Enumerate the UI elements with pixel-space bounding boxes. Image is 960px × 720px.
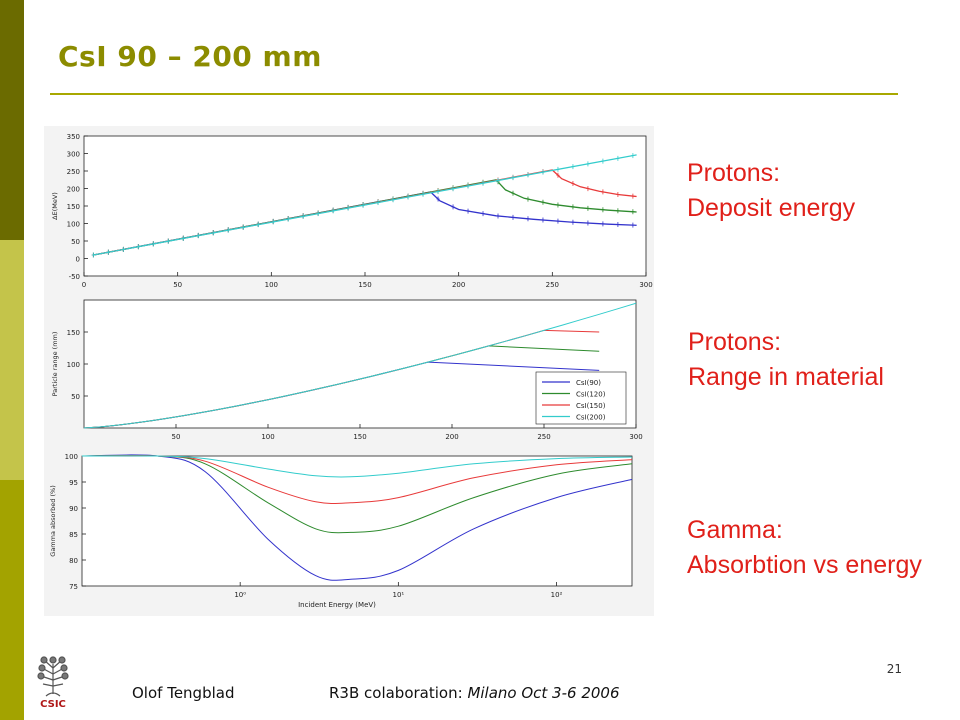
x-tick-label: 250 bbox=[546, 281, 559, 289]
legend-label: CsI(200) bbox=[576, 414, 606, 422]
footer-collab: R3B colaboration: bbox=[329, 684, 463, 702]
title-divider bbox=[50, 93, 898, 95]
y-tick-label: 85 bbox=[69, 531, 78, 539]
x-tick-label: 150 bbox=[358, 281, 371, 289]
x-tick-label: 10² bbox=[551, 591, 563, 599]
x-tick-label: 50 bbox=[173, 281, 182, 289]
y-tick-label: 100 bbox=[67, 361, 80, 369]
y-tick-label: 95 bbox=[69, 479, 78, 487]
legend-label: CsI(90) bbox=[576, 379, 601, 387]
y-tick-label: 80 bbox=[69, 557, 78, 565]
caption-deposit: Protons: Deposit energy bbox=[687, 156, 855, 226]
x-tick-label: 100 bbox=[261, 433, 274, 441]
page-number: 21 bbox=[886, 662, 902, 676]
x-axis-label: Incident Energy (MeV) bbox=[298, 601, 376, 609]
caption-gamma: Gamma: Absorbtion vs energy bbox=[687, 513, 922, 583]
x-tick-label: 250 bbox=[537, 433, 550, 441]
x-tick-label: 50 bbox=[172, 433, 181, 441]
x-tick-label: 10⁰ bbox=[234, 591, 246, 599]
x-tick-label: 150 bbox=[353, 433, 366, 441]
series-line-1 bbox=[93, 191, 637, 256]
legend-box bbox=[535, 371, 627, 425]
caption-deposit-line1: Protons: bbox=[687, 159, 781, 187]
y-tick-label: 100 bbox=[67, 221, 80, 229]
csic-logo: CSIC bbox=[37, 656, 69, 710]
plot-particle-range: 50 100 150 50 100 150 200 250 300 Particle range … bbox=[51, 299, 643, 441]
y-tick-label: 250 bbox=[67, 168, 80, 176]
caption-gamma-line2: Absorbtion vs energy bbox=[687, 551, 922, 579]
x-tick-label: 200 bbox=[445, 433, 458, 441]
legend-label: CsI(120) bbox=[576, 391, 606, 399]
logo-text: CSIC bbox=[40, 699, 66, 710]
y-tick-label: 300 bbox=[67, 151, 80, 159]
y-tick-label: 350 bbox=[67, 133, 80, 141]
x-tick-label: 0 bbox=[82, 281, 86, 289]
plot-gamma-absorption: 75 80 85 90 95 100 10⁰ 10¹ 10² Gamma absorbed (%)… bbox=[49, 453, 633, 609]
sidebar-band-dark bbox=[0, 0, 24, 240]
x-tick-label: 300 bbox=[639, 281, 652, 289]
series-line-4 bbox=[81, 455, 633, 478]
x-tick-label: 200 bbox=[452, 281, 465, 289]
footer-author: Olof Tengblad bbox=[132, 684, 235, 702]
series-line-4 bbox=[83, 302, 637, 429]
footer-event: R3B colaboration: Milano Oct 3-6 2006 bbox=[329, 684, 620, 702]
x-tick-label: 300 bbox=[629, 433, 642, 441]
y-tick-label: 100 bbox=[65, 453, 78, 461]
y-tick-label: 150 bbox=[67, 329, 80, 337]
y-tick-label: 75 bbox=[69, 583, 78, 591]
caption-range: Protons: Range in material bbox=[688, 325, 884, 395]
caption-range-line2: Range in material bbox=[688, 363, 884, 391]
y-axis-label: Particle range (mm) bbox=[51, 332, 59, 397]
x-tick-label: 100 bbox=[265, 281, 278, 289]
footer-event-details: Milano Oct 3-6 2006 bbox=[467, 684, 620, 702]
series-line-1 bbox=[81, 454, 633, 581]
caption-deposit-line2: Deposit energy bbox=[687, 194, 856, 222]
caption-gamma-line1: Gamma: bbox=[687, 516, 783, 544]
legend-label: CsI(150) bbox=[576, 402, 606, 410]
y-tick-label: 50 bbox=[71, 238, 80, 246]
y-tick-label: 200 bbox=[67, 186, 80, 194]
sidebar-decoration bbox=[0, 0, 24, 720]
y-axis-label: ΔE(MeV) bbox=[51, 192, 59, 220]
plot-frame-1 bbox=[83, 135, 647, 277]
y-tick-label: 90 bbox=[69, 505, 78, 513]
y-tick-label: 50 bbox=[71, 393, 80, 401]
x-tick-label: 10¹ bbox=[392, 591, 404, 599]
y-axis-label: Gamma absorbed (%) bbox=[49, 485, 57, 556]
slide-title: CsI 90 – 200 mm bbox=[58, 40, 322, 73]
sidebar-band-light bbox=[0, 240, 24, 480]
caption-range-line1: Protons: bbox=[688, 328, 782, 356]
y-tick-label: 0 bbox=[76, 256, 80, 264]
sidebar-band-mid bbox=[0, 480, 24, 720]
y-tick-label: -50 bbox=[69, 273, 80, 281]
y-tick-label: 150 bbox=[67, 203, 80, 211]
